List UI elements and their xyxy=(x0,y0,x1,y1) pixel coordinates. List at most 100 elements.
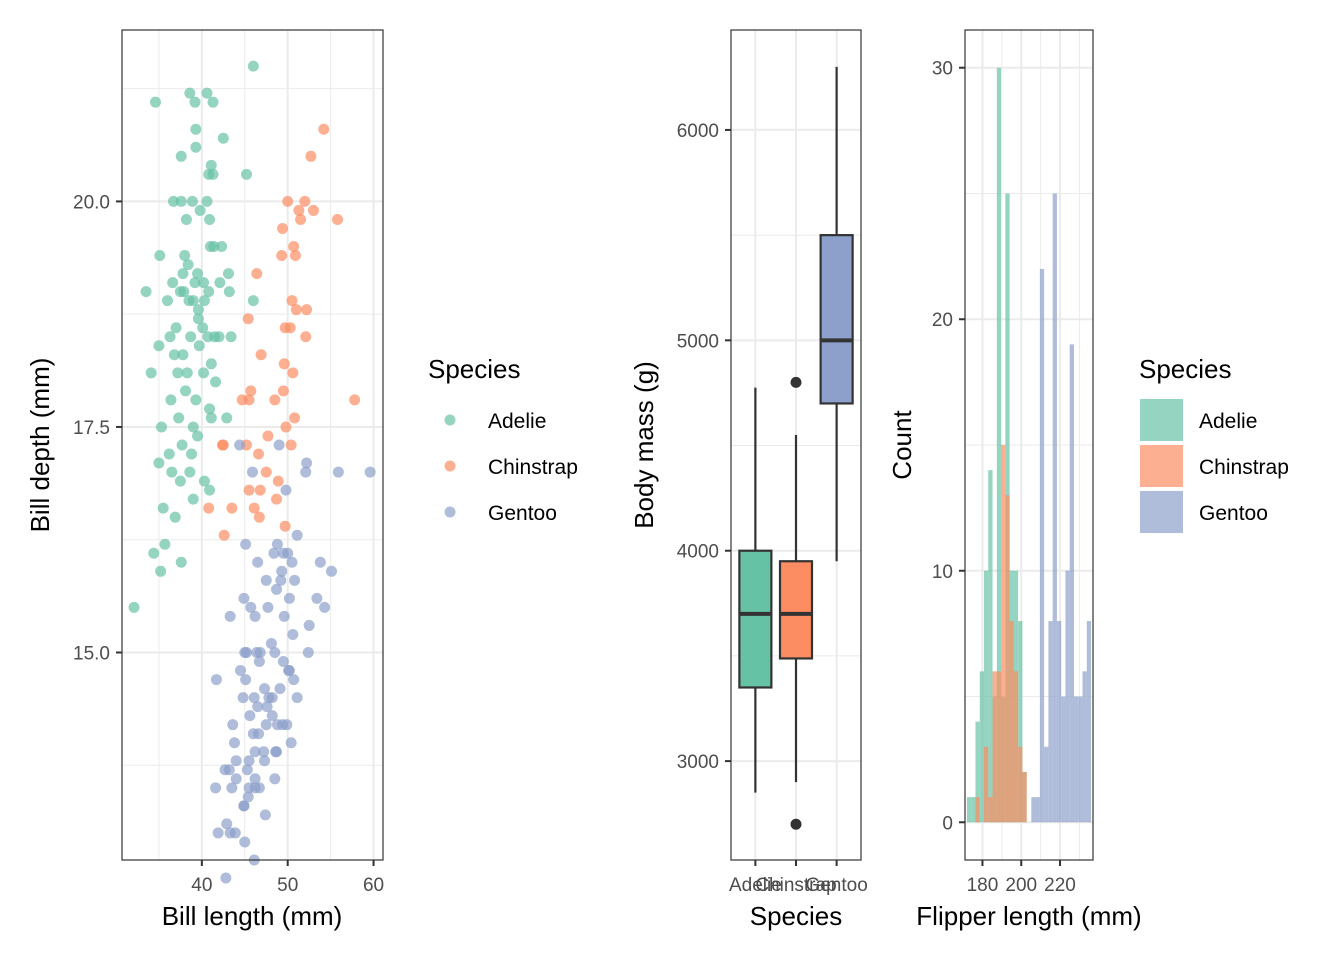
scatter-point-adelie xyxy=(187,295,199,307)
scatter-point-chinstrap xyxy=(293,204,305,216)
scatter-point-adelie xyxy=(159,538,171,550)
scatter-point-chinstrap xyxy=(277,385,289,397)
scatter-legend: Species Adelie Chinstrap Gentoo xyxy=(428,354,578,525)
scatter-point-adelie xyxy=(193,340,205,352)
scatter-point-chinstrap xyxy=(272,475,284,487)
scatter-point-gentoo xyxy=(210,674,222,686)
scatter-point-adelie xyxy=(189,96,201,108)
scatter-point-gentoo xyxy=(221,818,233,830)
histogram-bar xyxy=(988,470,993,823)
scatter-point-adelie xyxy=(177,268,189,280)
histogram-series-chinstrap xyxy=(975,445,1027,823)
scatter-point-adelie xyxy=(192,268,204,280)
scatter-point-gentoo xyxy=(248,692,260,704)
scatter-point-gentoo xyxy=(268,547,280,559)
scatter-point-chinstrap xyxy=(290,304,302,316)
scatter-point-adelie xyxy=(247,60,259,72)
histogram-y-tick-label: 0 xyxy=(942,813,953,834)
scatter-point-chinstrap xyxy=(253,511,265,523)
scatter-point-adelie xyxy=(207,168,219,180)
histogram-bar xyxy=(1018,746,1023,823)
histogram-legend: Species Adelie Chinstrap Gentoo xyxy=(1139,354,1289,533)
scatter-point-gentoo xyxy=(286,556,298,568)
scatter-point-adelie xyxy=(173,412,185,424)
histogram-bar xyxy=(1031,797,1036,823)
box-iqr xyxy=(738,549,773,689)
histogram-series-gentoo xyxy=(1031,193,1092,823)
scatter-point-adelie xyxy=(204,403,216,415)
legend-key-chinstrap xyxy=(444,460,456,472)
scatter-point-adelie xyxy=(180,385,192,397)
scatter-point-adelie xyxy=(201,87,213,99)
scatter-point-gentoo xyxy=(249,610,261,622)
scatter-point-adelie xyxy=(185,331,197,343)
boxplot-x-axis-title: Species xyxy=(750,901,843,931)
scatter-point-adelie xyxy=(210,376,222,388)
histogram-bar xyxy=(1073,696,1079,823)
scatter-point-gentoo xyxy=(230,773,242,785)
scatter-point-gentoo xyxy=(240,674,252,686)
scatter-point-gentoo xyxy=(288,674,300,686)
scatter-point-adelie xyxy=(205,358,217,370)
scatter-point-adelie xyxy=(168,195,180,207)
scatter-point-adelie xyxy=(180,213,192,225)
scatter-point-chinstrap xyxy=(295,213,307,225)
scatter-point-adelie xyxy=(154,250,166,262)
scatter-point-gentoo xyxy=(319,601,331,613)
scatter-point-adelie xyxy=(148,547,160,559)
scatter-point-adelie xyxy=(140,286,152,298)
scatter-point-adelie xyxy=(168,349,180,361)
scatter-point-gentoo xyxy=(259,683,271,695)
legend-label-chinstrap: Chinstrap xyxy=(1199,456,1289,479)
scatter-point-adelie xyxy=(190,394,202,406)
scatter-point-chinstrap xyxy=(245,385,257,397)
scatter-point-gentoo xyxy=(274,683,286,695)
scatter-point-adelie xyxy=(187,493,199,505)
scatter-point-adelie xyxy=(172,367,184,379)
scatter-point-chinstrap xyxy=(278,358,290,370)
scatter-point-adelie xyxy=(192,430,204,442)
boxplot-boxes xyxy=(738,66,854,830)
scatter-point-chinstrap xyxy=(289,250,301,262)
scatter-point-gentoo xyxy=(283,665,295,677)
scatter-point-gentoo xyxy=(249,782,261,794)
boxplot-x-tick-label: Chinstrap xyxy=(755,875,836,896)
scatter-point-adelie xyxy=(184,87,196,99)
scatter-point-adelie xyxy=(166,466,178,478)
boxplot-x-tick-label: Gentoo xyxy=(805,875,867,896)
histogram-bar xyxy=(1013,671,1019,823)
scatter-x-tick-label: 40 xyxy=(191,875,212,896)
scatter-x-tick-label: 60 xyxy=(363,875,384,896)
scatter-point-adelie xyxy=(155,421,167,433)
scatter-point-adelie xyxy=(204,484,216,496)
scatter-point-chinstrap xyxy=(236,394,248,406)
scatter-point-gentoo xyxy=(249,773,261,785)
histogram-axes: 180 200 220 0 10 20 30 xyxy=(932,59,1076,896)
scatter-point-adelie xyxy=(153,340,165,352)
scatter-point-adelie xyxy=(175,150,187,162)
scatter-point-gentoo xyxy=(234,665,246,677)
scatter-point-gentoo xyxy=(271,719,283,731)
scatter-point-gentoo xyxy=(266,692,278,704)
histogram-bar xyxy=(984,570,989,823)
scatter-point-chinstrap xyxy=(260,466,272,478)
scatter-point-adelie xyxy=(182,259,194,271)
scatter-point-adelie xyxy=(170,322,182,334)
scatter-point-adelie xyxy=(163,448,175,460)
histogram-bar xyxy=(1069,344,1074,823)
scatter-point-chinstrap xyxy=(349,394,361,406)
histogram-x-axis-title: Flipper length (mm) xyxy=(916,901,1141,931)
legend-label-adelie: Adelie xyxy=(488,410,546,433)
scatter-point-chinstrap xyxy=(203,502,215,514)
scatter-point-gentoo xyxy=(271,538,283,550)
boxplot-y-tick-label: 3000 xyxy=(677,752,719,773)
scatter-point-chinstrap xyxy=(288,241,300,253)
scatter-point-adelie xyxy=(221,412,233,424)
scatter-point-chinstrap xyxy=(318,123,330,135)
histogram-bar xyxy=(966,797,972,823)
scatter-point-adelie xyxy=(208,241,220,253)
scatter-point-adelie xyxy=(205,412,217,424)
histogram-bar xyxy=(1022,771,1027,823)
scatter-point-adelie xyxy=(174,475,186,487)
